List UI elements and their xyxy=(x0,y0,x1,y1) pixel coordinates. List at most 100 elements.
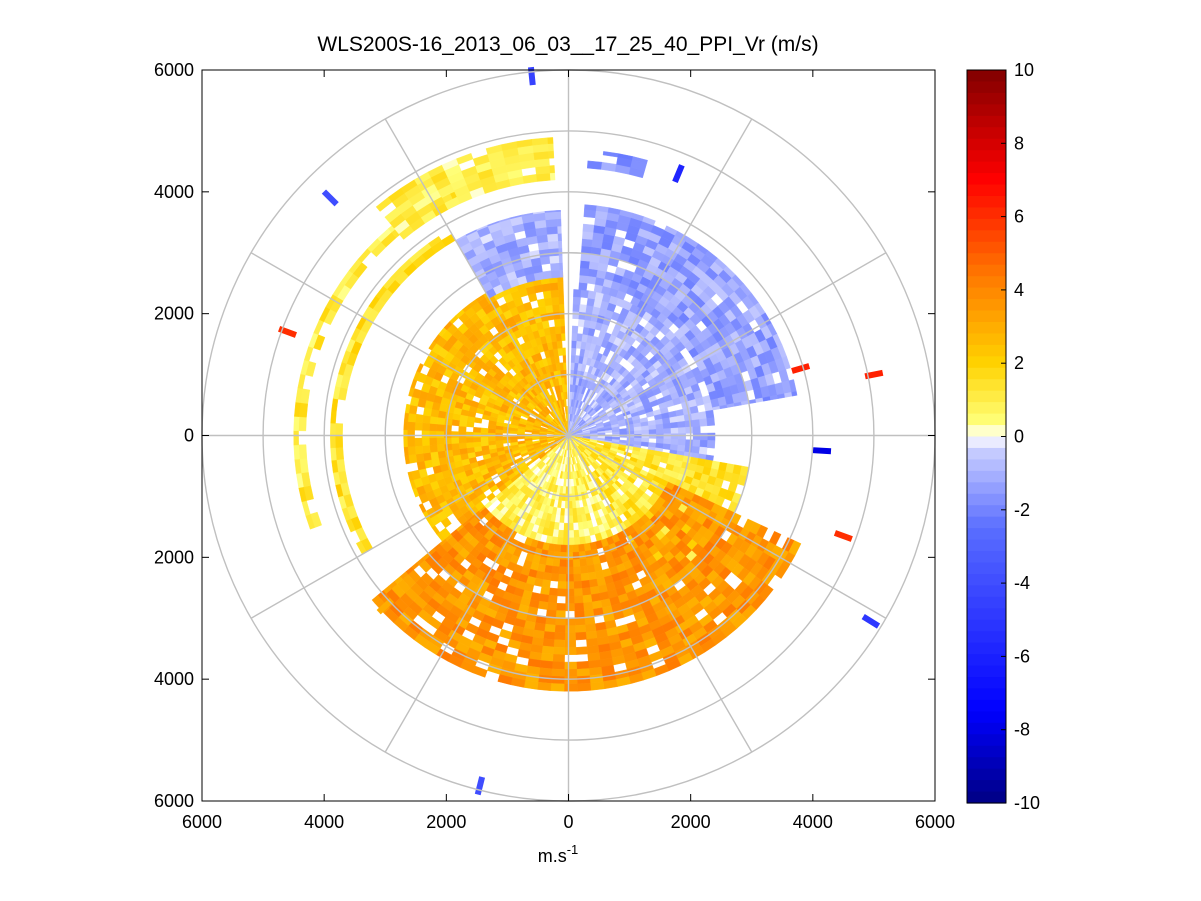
velocity-cell xyxy=(584,550,593,559)
velocity-cell xyxy=(516,436,525,440)
velocity-cell xyxy=(573,529,580,538)
velocity-cell xyxy=(565,574,574,582)
velocity-cell xyxy=(547,143,554,152)
velocity-cell xyxy=(559,551,567,560)
colorbar-step xyxy=(967,413,1006,426)
velocity-cell xyxy=(565,588,575,597)
colorbar-step xyxy=(967,757,1006,770)
colorbar-step xyxy=(967,138,1006,151)
velocity-cell xyxy=(573,580,583,590)
velocity-cell xyxy=(436,416,446,425)
velocity-cell xyxy=(551,661,565,670)
velocity-cell xyxy=(576,661,590,670)
velocity-cell xyxy=(443,443,453,451)
velocity-cell xyxy=(564,617,576,626)
velocity-cell xyxy=(552,654,565,663)
velocity-cell xyxy=(403,412,410,422)
colorbar-step xyxy=(967,218,1006,231)
velocity-cell xyxy=(558,240,563,249)
velocity-cell xyxy=(662,443,671,450)
velocity-cell xyxy=(473,441,482,448)
colorbar-step xyxy=(967,276,1006,289)
velocity-cell xyxy=(583,209,597,219)
velocity-cell xyxy=(444,449,454,458)
velocity-cell xyxy=(556,211,562,220)
velocity-cell xyxy=(421,437,430,446)
velocity-cell xyxy=(531,137,549,146)
velocity-cell xyxy=(549,282,559,291)
velocity-cell xyxy=(564,625,576,634)
velocity-cell xyxy=(422,444,431,454)
colorbar-step xyxy=(967,631,1006,644)
velocity-cell xyxy=(436,437,445,445)
colorbar-step xyxy=(967,447,1006,461)
velocity-cell xyxy=(547,594,558,604)
velocity-cell xyxy=(408,453,418,464)
colorbar-step xyxy=(967,516,1006,529)
velocity-cell xyxy=(298,444,308,460)
velocity-cell xyxy=(465,431,474,438)
velocity-cell xyxy=(564,639,577,648)
velocity-cell xyxy=(554,325,562,335)
velocity-cell xyxy=(443,430,452,438)
velocity-cell xyxy=(546,226,559,235)
velocity-cell xyxy=(465,441,475,449)
velocity-cell xyxy=(443,424,452,432)
y-tick-label: 6000 xyxy=(154,791,194,811)
velocity-cell xyxy=(444,417,453,426)
velocity-cell xyxy=(451,448,461,457)
velocity-cell xyxy=(487,440,496,446)
y-tick-label: 6000 xyxy=(154,60,194,80)
velocity-cell xyxy=(692,426,701,434)
velocity-cell xyxy=(683,413,693,422)
velocity-cell xyxy=(334,435,344,448)
velocity-cell xyxy=(473,431,481,438)
velocity-cell xyxy=(571,493,576,502)
velocity-cell xyxy=(585,557,594,567)
velocity-cell xyxy=(552,558,561,567)
colorbar-step xyxy=(967,711,1006,724)
colorbar-tick-label: 6 xyxy=(1014,207,1024,227)
velocity-cell xyxy=(542,638,555,648)
colorbar-step xyxy=(967,459,1006,472)
x-tick-label: 6000 xyxy=(915,812,955,832)
colorbar-step xyxy=(967,230,1006,243)
velocity-cell xyxy=(566,552,574,560)
velocity-cell xyxy=(547,233,559,242)
colorbar-step xyxy=(967,356,1006,369)
colorbar-step xyxy=(967,81,1006,94)
colorbar-step xyxy=(967,321,1006,335)
velocity-cell xyxy=(330,447,337,461)
colorbar-gradient xyxy=(967,70,1006,804)
velocity-cell xyxy=(430,451,439,460)
velocity-cell xyxy=(656,428,664,435)
velocity-cell xyxy=(556,340,563,349)
velocity-cell xyxy=(465,436,474,443)
velocity-cell xyxy=(579,558,588,567)
y-tick-label: 2000 xyxy=(154,304,194,324)
velocity-cell xyxy=(539,255,551,265)
velocity-cell xyxy=(558,566,567,575)
velocity-cell xyxy=(565,566,574,575)
velocity-cell xyxy=(691,446,701,455)
velocity-cell xyxy=(565,596,575,604)
velocity-cell xyxy=(546,311,555,321)
velocity-cell xyxy=(662,422,672,430)
velocity-cell xyxy=(436,423,445,432)
colorbar-tick-label: 10 xyxy=(1014,60,1034,80)
velocity-cell xyxy=(443,437,452,445)
velocity-cell xyxy=(581,238,593,248)
x-tick-label: 2000 xyxy=(426,812,466,832)
x-tick-label: 4000 xyxy=(304,812,344,832)
velocity-cell xyxy=(670,433,679,440)
velocity-cell xyxy=(698,411,707,420)
colorbar-tick-label: 8 xyxy=(1014,133,1024,153)
colorbar-step xyxy=(967,539,1006,552)
velocity-cell xyxy=(648,424,657,431)
velocity-cell xyxy=(415,453,425,463)
velocity-cell xyxy=(577,543,586,553)
velocity-cell xyxy=(548,587,558,597)
velocity-cell xyxy=(692,439,701,448)
y-tick-label: 2000 xyxy=(154,547,194,567)
velocity-cell xyxy=(437,450,447,459)
